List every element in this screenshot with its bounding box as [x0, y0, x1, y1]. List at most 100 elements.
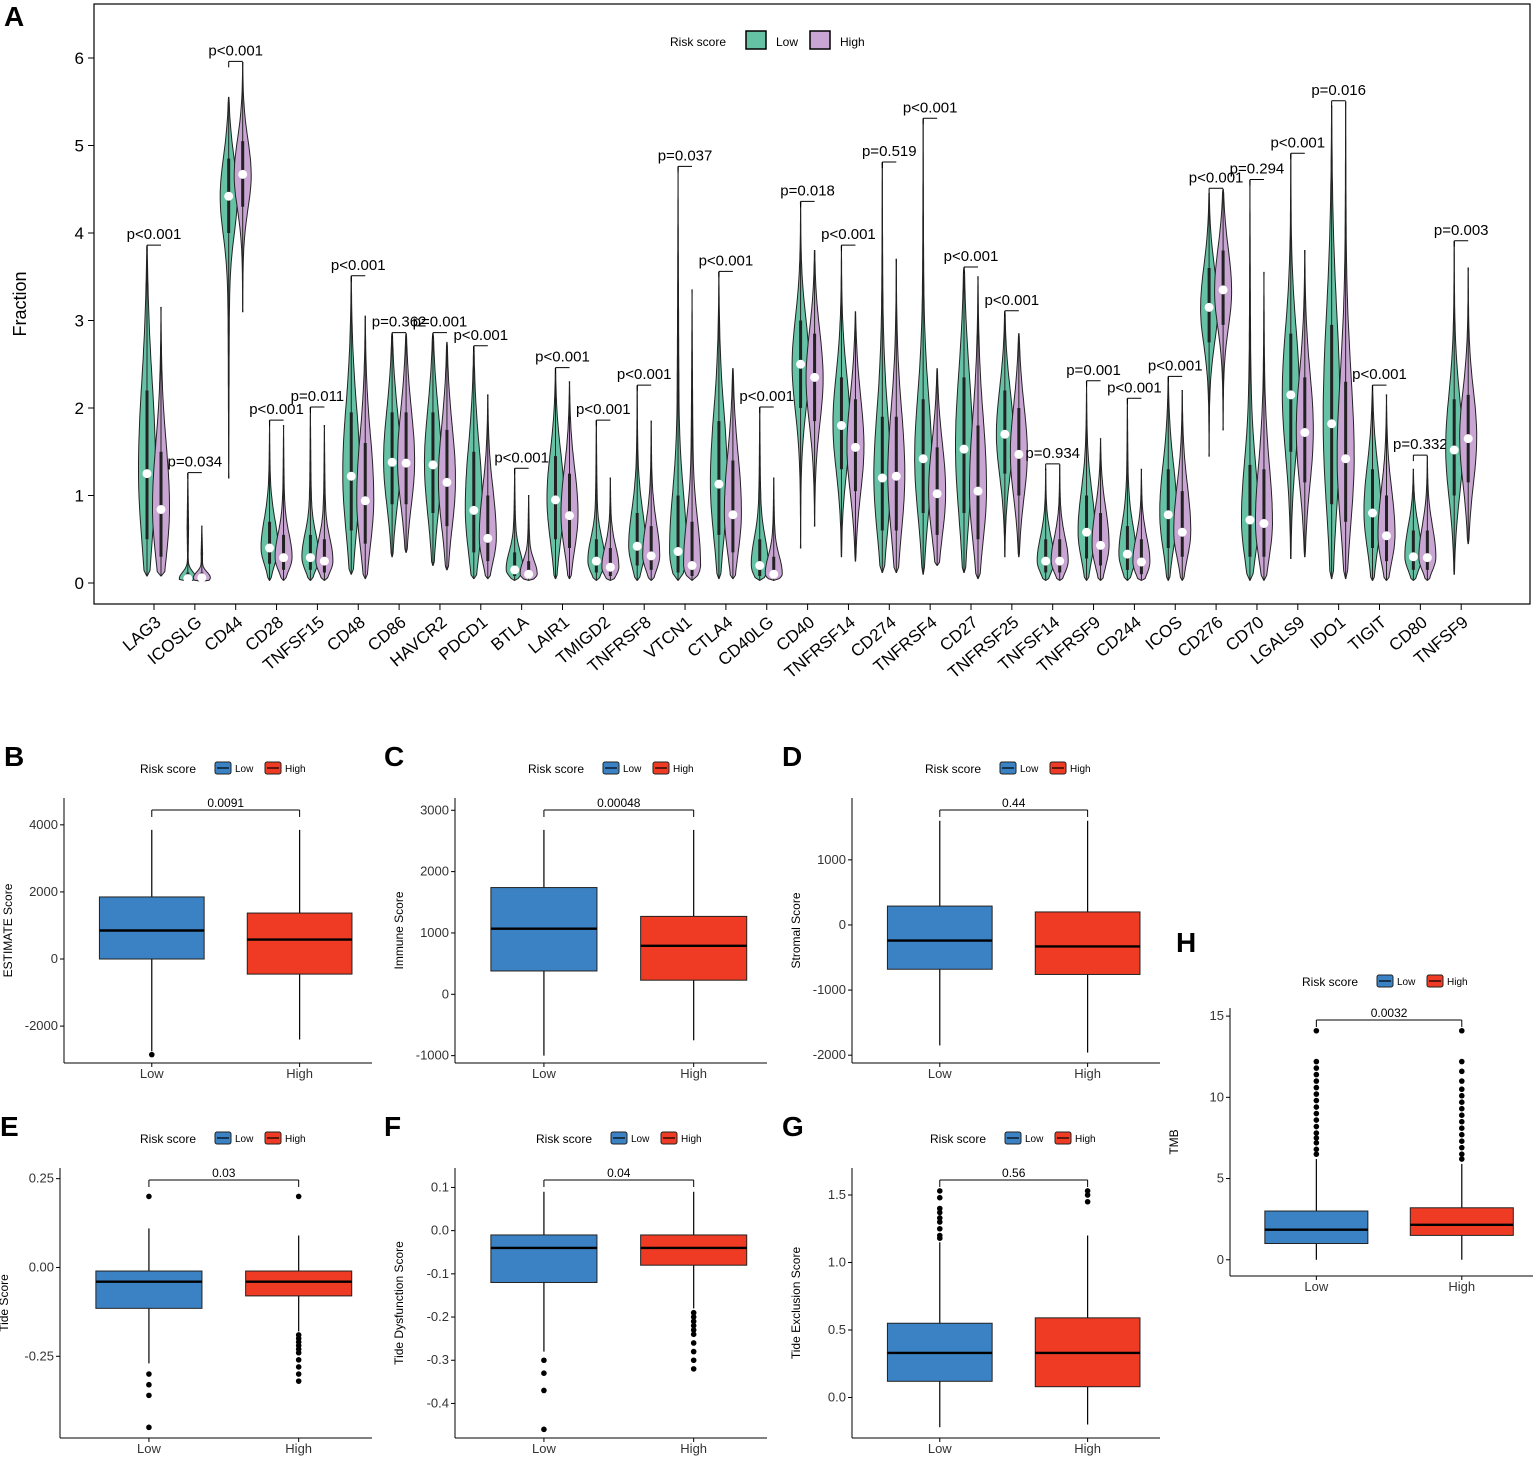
panel-label: E	[0, 1111, 19, 1142]
x-tick-label: High	[680, 1066, 707, 1081]
violin-median	[265, 543, 275, 553]
violin-median	[565, 511, 574, 521]
violin-median	[646, 551, 656, 561]
legend-title: Risk score	[140, 1132, 196, 1146]
legend-title: Risk score	[528, 762, 584, 776]
outlier-point	[1084, 1188, 1091, 1194]
x-tick-label: Low	[532, 1441, 556, 1456]
violin-median	[1449, 445, 1459, 455]
violin-median	[1463, 434, 1473, 444]
y-tick-label: 1	[75, 487, 84, 506]
legend: Risk score Low High	[140, 761, 306, 776]
outlier-point	[295, 1357, 302, 1363]
p-value: 0.04	[607, 1166, 631, 1180]
x-tick-label: BTLA	[487, 612, 532, 654]
y-tick-label: 2	[75, 399, 84, 418]
p-value: 0.00048	[597, 796, 641, 810]
x-tick-label: Low	[928, 1066, 952, 1081]
gene-BTLA: p<0.001 BTLA	[487, 449, 549, 654]
violin-median	[632, 541, 642, 551]
p-value: p<0.001	[699, 252, 754, 269]
violin-median	[714, 479, 724, 489]
violin-median	[673, 547, 683, 556]
box-iqr	[245, 1270, 353, 1297]
outlier-point	[690, 1340, 697, 1346]
y-axis-label: Tide Score	[0, 1274, 11, 1332]
p-value: p<0.001	[903, 99, 958, 116]
violin-median	[796, 359, 806, 369]
violin-median	[224, 191, 234, 201]
legend-label-high: High	[1070, 764, 1091, 775]
outlier-point	[1313, 1146, 1320, 1153]
p-value: p=0.934	[1025, 445, 1080, 462]
outlier-point	[146, 1381, 152, 1388]
outlier-point	[1458, 1131, 1465, 1138]
box-iqr	[95, 1270, 203, 1309]
outlier-point	[936, 1209, 943, 1216]
significance-bracket: 0.56	[939, 1166, 1089, 1187]
box-iqr	[886, 905, 993, 970]
y-tick-label: 4000	[29, 817, 58, 832]
legend-title: Risk score	[930, 1132, 986, 1146]
x-tick-label: IDO1	[1307, 613, 1350, 653]
y-axis-label: Tide Exclusion Score	[789, 1247, 803, 1360]
violin-median	[810, 372, 820, 382]
legend-title: Risk score	[536, 1132, 592, 1146]
legend: Risk score Low High	[670, 30, 865, 50]
legend-label-low: Low	[631, 1134, 650, 1145]
p-value: p<0.001	[494, 449, 549, 466]
violin-median	[387, 457, 397, 467]
p-value: p=0.001	[1066, 362, 1121, 379]
significance-bracket: 0.00048	[543, 796, 695, 817]
x-tick-label: TIGIT	[1345, 613, 1391, 655]
violin-median	[183, 574, 193, 584]
p-value: 0.03	[212, 1166, 236, 1180]
outlier-point	[1313, 1084, 1320, 1091]
violin-median	[1218, 285, 1228, 295]
violin-median	[346, 471, 356, 481]
p-value: p=0.332	[1393, 436, 1448, 453]
outlier-point	[1313, 1117, 1320, 1123]
box-low: Low	[95, 1193, 203, 1456]
y-tick-label: 0.0	[828, 1390, 846, 1405]
outlier-point	[295, 1193, 302, 1200]
outlier-point	[1458, 1086, 1465, 1093]
p-value: p<0.001	[453, 327, 508, 344]
outlier-point	[1458, 1118, 1465, 1125]
p-value: p=0.362	[372, 314, 427, 331]
violin-median	[305, 553, 315, 563]
outlier-point	[1458, 1138, 1465, 1144]
violin-median	[401, 458, 411, 468]
outlier-point	[146, 1392, 152, 1399]
box-low: Low	[1264, 1027, 1369, 1294]
p-value: p<0.001	[127, 226, 182, 243]
panel-label: D	[782, 741, 802, 772]
violin-median	[591, 556, 601, 566]
violin-median	[932, 489, 942, 499]
outlier-point	[1458, 1144, 1465, 1151]
box-high: High	[640, 829, 748, 1081]
legend-key-high	[809, 30, 831, 50]
legend-label-high: High	[840, 35, 865, 49]
p-value: p<0.001	[985, 292, 1040, 309]
box-low: Low	[490, 1191, 598, 1456]
outlier-point	[1313, 1071, 1320, 1078]
violin-median	[551, 495, 560, 505]
p-value: 0.56	[1002, 1166, 1026, 1180]
y-tick-label: 0	[442, 986, 449, 1001]
panel-g: G Risk score Low High Tide Exclusion Score 0.…	[782, 1111, 1160, 1456]
outlier-point	[146, 1371, 152, 1377]
violin-median	[469, 505, 479, 515]
outlier-point	[295, 1364, 302, 1370]
legend-label-high: High	[681, 1134, 702, 1145]
significance-bracket: 0.44	[939, 796, 1089, 817]
y-tick-label: 2000	[420, 864, 449, 879]
box-iqr	[246, 912, 353, 975]
violin-median	[687, 561, 697, 570]
significance-bracket: 0.0032	[1315, 1006, 1463, 1027]
panel-label: B	[4, 741, 24, 772]
gene-IDO1: p=0.016 IDO1	[1307, 82, 1366, 653]
p-value: p<0.001	[1107, 379, 1162, 396]
significance-bracket: 0.03	[148, 1166, 300, 1187]
